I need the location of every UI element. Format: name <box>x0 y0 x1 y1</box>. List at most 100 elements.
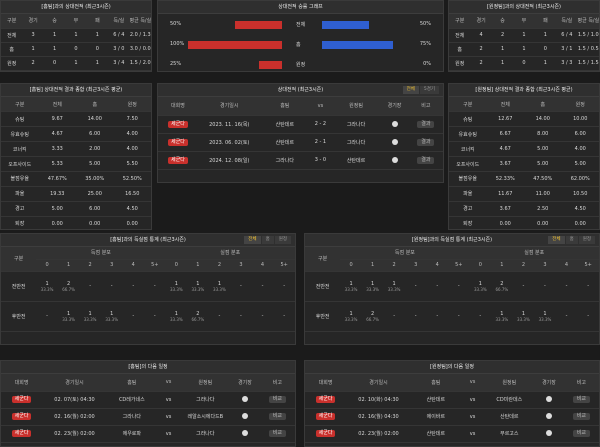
column-header: 원정팀 <box>484 374 535 392</box>
home-team: 산탄데르 <box>410 425 461 443</box>
count: 1 <box>88 310 92 317</box>
tab[interactable]: 홈 <box>261 236 274 244</box>
cell: - <box>100 271 123 302</box>
column-header: vs <box>460 374 485 392</box>
cell: 16.50 <box>113 186 151 202</box>
match-row: 세군다 02. 23(월) 02:00 에우로파 vs 그라나다 비교 <box>1 425 295 443</box>
tab[interactable]: 전체 <box>548 236 565 244</box>
cell: 3.67 <box>486 156 524 172</box>
note-button[interactable]: 비교 <box>572 396 590 403</box>
bin-header: 3 <box>230 259 252 272</box>
stadium-icon <box>241 430 248 437</box>
match-date: 02. 16(월) 04:30 <box>346 408 411 426</box>
away-rate: 0% <box>423 61 431 67</box>
column-header: 전체 <box>486 97 524 113</box>
row-label: 원정 <box>296 62 306 68</box>
note-button[interactable]: 비교 <box>268 413 286 420</box>
row-label: 후반전 <box>1 301 37 332</box>
league-badge: 세군다 <box>11 413 32 420</box>
panel-header: [홈팀]과의 득실점 통계 (최근3시즌) 전체 홈 원정 <box>1 234 295 247</box>
header-row: 0 1 2 3 4 5+ 0 1 2 3 4 5+ <box>305 259 599 272</box>
bin-header: 5+ <box>144 259 166 272</box>
cell: - <box>426 301 448 332</box>
cell <box>230 408 260 426</box>
row: 경고 5.00 6.00 4.50 <box>1 201 151 217</box>
match-date: 02. 23(월) 02:00 <box>42 425 107 443</box>
stadium-icon <box>241 413 248 420</box>
tab[interactable]: 5경기 <box>419 86 439 94</box>
note-button[interactable]: 비교 <box>268 430 286 437</box>
bin-header: 4 <box>426 259 448 272</box>
note-button[interactable]: 비교 <box>572 430 590 437</box>
column-header: 홈 <box>524 97 562 113</box>
cell <box>534 391 564 409</box>
match-row: 세군다 02. 07(토) 04:30 CD레가네스 vs 그라나다 비교 <box>1 391 295 409</box>
bin-header: 0 <box>340 259 362 272</box>
panel-title: [원정팀]과의 득실점 통계 (최근3시즌) <box>411 237 493 243</box>
column-header: 전체 <box>38 97 76 113</box>
away-team: 부르고스 <box>484 425 535 443</box>
cell: 1 <box>513 28 535 43</box>
row: 퇴장 0.00 0.00 0.00 <box>449 216 599 229</box>
column-header: 구분 <box>1 14 23 29</box>
score: 2 - 2 <box>309 115 332 134</box>
cell: - <box>36 301 58 332</box>
cell: 1 33.3% <box>340 271 362 302</box>
tab[interactable]: 원정 <box>578 236 595 244</box>
bin-header: 3 <box>534 259 556 272</box>
cell <box>230 425 260 443</box>
cell: 1 <box>86 56 109 71</box>
home-team: 산탄데르 <box>260 133 310 152</box>
note-button[interactable]: 결과 <box>417 138 435 146</box>
percent: 33.3% <box>83 316 97 322</box>
percent: 66.7% <box>191 316 205 322</box>
cell: 1 33.3% <box>79 301 101 332</box>
header-row: 구분 경기 승 무 패 득/실 평균 득/실 <box>449 14 599 29</box>
tab[interactable]: 홈 <box>565 236 578 244</box>
note-button[interactable]: 결과 <box>417 156 435 164</box>
panel-title: [홈팀] 상대전적 결과 종합 (최근3시즌 평균) <box>29 87 123 93</box>
cell: 1.5 / 2.0 <box>129 56 151 71</box>
bin-header: 0 <box>165 259 188 272</box>
bin-header: 4 <box>251 259 274 272</box>
league-badge: 세군다 <box>315 396 336 403</box>
percent: 33.3% <box>473 286 487 292</box>
cell: 1 33.3% <box>165 301 188 332</box>
cell: 3.67 <box>486 201 524 217</box>
column-header: 평균 득/실 <box>129 14 151 29</box>
table: 구분 득점 분포 실점 분포 0 1 2 3 4 5+ 0 1 2 3 4 5+ 전반전 1 33.3% 1 33.3… <box>305 247 599 332</box>
note-button[interactable]: 비교 <box>572 413 590 420</box>
tabs: 전체 5경기 <box>402 86 439 94</box>
percent: 33.3% <box>62 316 75 322</box>
cell: 세군다 <box>158 115 198 134</box>
row-label: 홈 <box>296 42 301 48</box>
percent: 33.3% <box>387 286 401 292</box>
cell: 0.00 <box>76 216 114 229</box>
note-button[interactable]: 결과 <box>417 120 435 128</box>
count: 1 <box>500 310 504 317</box>
note-button[interactable]: 비교 <box>268 396 286 403</box>
tab[interactable]: 전체 <box>402 86 419 94</box>
row: 오프사이드 5.33 5.00 5.50 <box>1 156 151 172</box>
column-header: vs <box>309 97 332 116</box>
row: 코너킥 4.67 5.00 4.00 <box>449 141 599 158</box>
panel-header: 상대전적 승률 그래프 <box>158 1 443 14</box>
away-bar <box>322 41 393 49</box>
tab[interactable]: 전체 <box>244 236 261 244</box>
panel: [홈팀] 상대전적 결과 종합 (최근3시즌 평균) 구분 전체 홈 원정 슈팅 9.67 1… <box>0 83 152 230</box>
header-row: 대회명 경기일시 홈팀 vs 원정팀 경기장 비고 <box>305 374 599 392</box>
cell: 원정 <box>449 56 471 71</box>
row: 코너킥 3.33 2.00 4.00 <box>1 141 151 158</box>
column-header: 경기장 <box>534 374 564 392</box>
cell: 2 66.7% <box>491 271 513 302</box>
percent: 33.3% <box>517 316 530 322</box>
percent: 33.3% <box>366 286 379 292</box>
tab[interactable]: 원정 <box>274 236 291 244</box>
group-header: 득점 분포 <box>36 247 166 260</box>
row: 원정 2 0 1 1 3 / 4 1.5 / 2.0 <box>1 56 151 71</box>
cell: 9.67 <box>38 111 76 128</box>
row: 후반전 -1 33.3% 1 33.3% 1 33.3% - -1 33.3% 2 66.7% - - - - <box>1 301 295 332</box>
cell: 0.00 <box>524 216 562 229</box>
panel-title: [원정팀] 상대전적 결과 종합 (최근3시즌 평균) <box>475 87 573 93</box>
table: 구분 전체 홈 원정 슈팅 12.67 14.00 10.00 유효슈팅 6.67 8.00 6.00… <box>449 97 599 229</box>
